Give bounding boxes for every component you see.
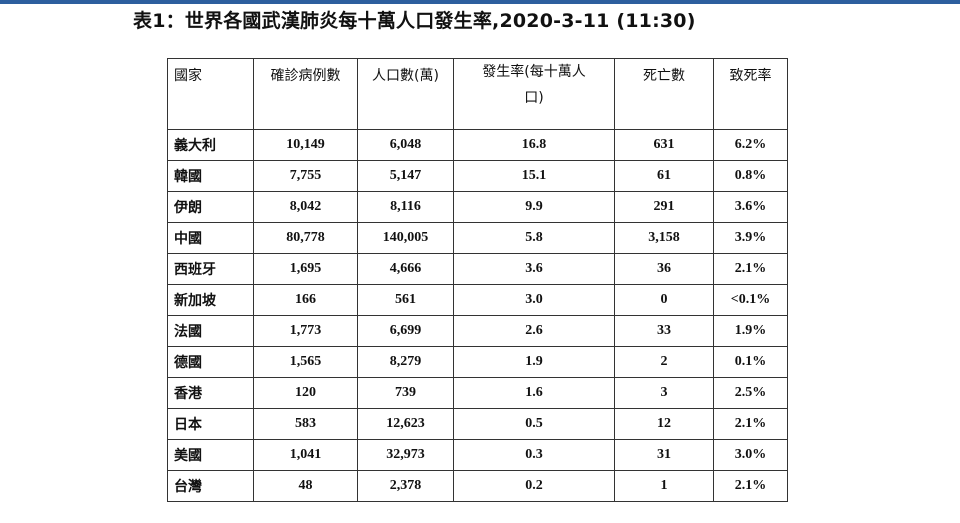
cell-deaths: 33 bbox=[614, 315, 714, 347]
cell-cases: 120 bbox=[253, 377, 358, 409]
cell-deaths: 3,158 bbox=[614, 222, 714, 254]
table-row: 台灣 48 2,378 0.2 1 2.1% bbox=[167, 470, 788, 502]
table-row: 美國 1,041 32,973 0.3 31 3.0% bbox=[167, 439, 788, 471]
cell-country: 法國 bbox=[167, 315, 254, 347]
cell-fatality: 0.8% bbox=[713, 160, 788, 192]
table-row: 德國 1,565 8,279 1.9 2 0.1% bbox=[167, 346, 788, 378]
cell-cases: 1,773 bbox=[253, 315, 358, 347]
cell-population: 5,147 bbox=[357, 160, 454, 192]
cell-fatality: 2.1% bbox=[713, 408, 788, 440]
cell-cases: 1,041 bbox=[253, 439, 358, 471]
cell-rate: 1.9 bbox=[453, 346, 615, 378]
cell-cases: 7,755 bbox=[253, 160, 358, 192]
cell-population: 2,378 bbox=[357, 470, 454, 502]
cell-cases: 583 bbox=[253, 408, 358, 440]
cell-country: 德國 bbox=[167, 346, 254, 378]
header-cases: 確診病例數 bbox=[253, 58, 358, 130]
cell-fatality: 0.1% bbox=[713, 346, 788, 378]
cell-country: 日本 bbox=[167, 408, 254, 440]
cell-population: 4,666 bbox=[357, 253, 454, 285]
header-country: 國家 bbox=[167, 58, 254, 130]
cell-cases: 1,695 bbox=[253, 253, 358, 285]
cell-country: 伊朗 bbox=[167, 191, 254, 223]
cell-rate: 1.6 bbox=[453, 377, 615, 409]
header-rate: 發生率(每十萬人 口) bbox=[453, 58, 615, 130]
table-header-row: 國家 確診病例數 人口數(萬) 發生率(每十萬人 口) 死亡數 致死率 bbox=[167, 58, 788, 130]
cell-population: 8,279 bbox=[357, 346, 454, 378]
cell-population: 6,048 bbox=[357, 129, 454, 161]
cell-country: 香港 bbox=[167, 377, 254, 409]
cell-rate: 3.6 bbox=[453, 253, 615, 285]
cell-rate: 0.5 bbox=[453, 408, 615, 440]
table-row: 義大利 10,149 6,048 16.8 631 6.2% bbox=[167, 129, 788, 161]
cell-rate: 5.8 bbox=[453, 222, 615, 254]
cell-rate: 16.8 bbox=[453, 129, 615, 161]
header-deaths: 死亡數 bbox=[614, 58, 714, 130]
cell-deaths: 12 bbox=[614, 408, 714, 440]
cell-fatality: 3.0% bbox=[713, 439, 788, 471]
cell-rate: 3.0 bbox=[453, 284, 615, 316]
cell-country: 義大利 bbox=[167, 129, 254, 161]
cell-deaths: 61 bbox=[614, 160, 714, 192]
cell-deaths: 36 bbox=[614, 253, 714, 285]
table-row: 香港 120 739 1.6 3 2.5% bbox=[167, 377, 788, 409]
cell-deaths: 3 bbox=[614, 377, 714, 409]
cell-population: 739 bbox=[357, 377, 454, 409]
header-population: 人口數(萬) bbox=[357, 58, 454, 130]
cell-rate: 0.3 bbox=[453, 439, 615, 471]
cell-population: 32,973 bbox=[357, 439, 454, 471]
cell-country: 新加坡 bbox=[167, 284, 254, 316]
cell-deaths: 2 bbox=[614, 346, 714, 378]
cell-population: 140,005 bbox=[357, 222, 454, 254]
cell-fatality: 2.1% bbox=[713, 253, 788, 285]
cell-population: 8,116 bbox=[357, 191, 454, 223]
cell-deaths: 631 bbox=[614, 129, 714, 161]
cell-fatality: <0.1% bbox=[713, 284, 788, 316]
cell-cases: 10,149 bbox=[253, 129, 358, 161]
cell-country: 美國 bbox=[167, 439, 254, 471]
cell-cases: 8,042 bbox=[253, 191, 358, 223]
cell-rate: 2.6 bbox=[453, 315, 615, 347]
cell-country: 中國 bbox=[167, 222, 254, 254]
cell-deaths: 1 bbox=[614, 470, 714, 502]
cell-rate: 15.1 bbox=[453, 160, 615, 192]
cell-country: 西班牙 bbox=[167, 253, 254, 285]
cell-cases: 80,778 bbox=[253, 222, 358, 254]
table-row: 韓國 7,755 5,147 15.1 61 0.8% bbox=[167, 160, 788, 192]
header-rate-line2: 口) bbox=[524, 90, 544, 106]
cell-cases: 48 bbox=[253, 470, 358, 502]
table-row: 新加坡 166 561 3.0 0 <0.1% bbox=[167, 284, 788, 316]
cell-fatality: 6.2% bbox=[713, 129, 788, 161]
header-fatality: 致死率 bbox=[713, 58, 788, 130]
table-title: 表1：世界各國武漢肺炎每十萬人口發生率,2020-3-11 (11:30) bbox=[133, 10, 696, 32]
cell-country: 台灣 bbox=[167, 470, 254, 502]
cell-population: 12,623 bbox=[357, 408, 454, 440]
cell-deaths: 291 bbox=[614, 191, 714, 223]
cell-population: 561 bbox=[357, 284, 454, 316]
cell-fatality: 2.1% bbox=[713, 470, 788, 502]
cell-country: 韓國 bbox=[167, 160, 254, 192]
cell-fatality: 1.9% bbox=[713, 315, 788, 347]
cell-cases: 1,565 bbox=[253, 346, 358, 378]
incidence-table: 國家 確診病例數 人口數(萬) 發生率(每十萬人 口) 死亡數 致死率 義大利 1… bbox=[167, 58, 788, 502]
table-row: 西班牙 1,695 4,666 3.6 36 2.1% bbox=[167, 253, 788, 285]
cell-fatality: 3.6% bbox=[713, 191, 788, 223]
cell-cases: 166 bbox=[253, 284, 358, 316]
table-row: 伊朗 8,042 8,116 9.9 291 3.6% bbox=[167, 191, 788, 223]
table-row: 中國 80,778 140,005 5.8 3,158 3.9% bbox=[167, 222, 788, 254]
cell-population: 6,699 bbox=[357, 315, 454, 347]
cell-rate: 9.9 bbox=[453, 191, 615, 223]
cell-deaths: 31 bbox=[614, 439, 714, 471]
top-accent-bar bbox=[0, 0, 960, 4]
table-row: 法國 1,773 6,699 2.6 33 1.9% bbox=[167, 315, 788, 347]
header-rate-line1: 發生率(每十萬人 bbox=[482, 64, 586, 80]
cell-fatality: 3.9% bbox=[713, 222, 788, 254]
table-row: 日本 583 12,623 0.5 12 2.1% bbox=[167, 408, 788, 440]
cell-deaths: 0 bbox=[614, 284, 714, 316]
cell-rate: 0.2 bbox=[453, 470, 615, 502]
cell-fatality: 2.5% bbox=[713, 377, 788, 409]
